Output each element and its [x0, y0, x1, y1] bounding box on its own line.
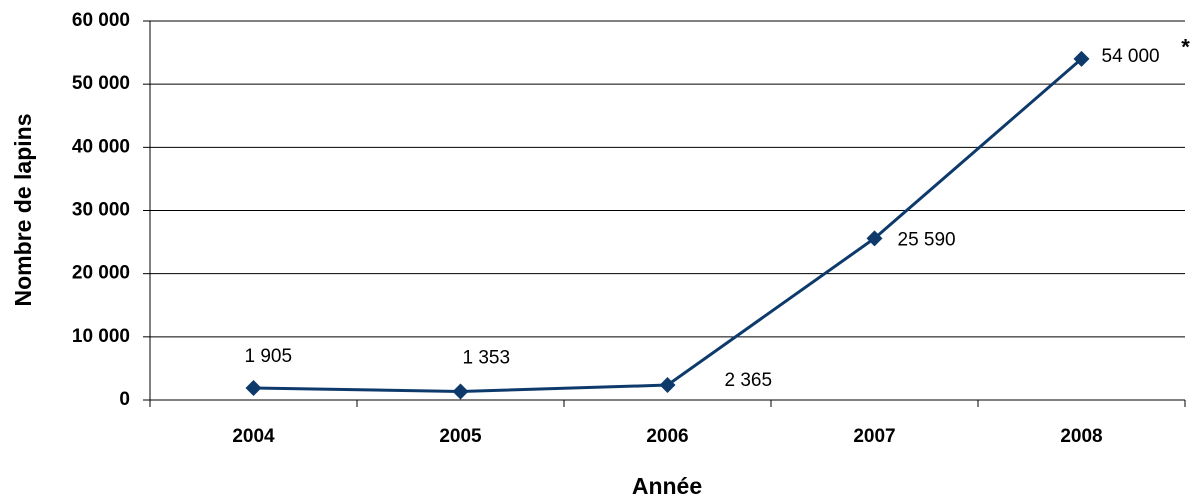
data-label: 25 590 — [898, 229, 956, 250]
x-tick-label: 2005 — [439, 426, 482, 447]
x-tick-label: 2007 — [853, 426, 895, 447]
annotation: * — [1181, 35, 1190, 60]
marker — [866, 230, 883, 247]
x-tick-label: 2006 — [646, 426, 688, 447]
data-label: 1 353 — [463, 347, 511, 368]
data-label: 54 000 — [1102, 46, 1160, 67]
marker — [659, 377, 676, 394]
marker — [452, 383, 469, 400]
y-axis-title: Nombre de lapins — [10, 114, 36, 307]
marker — [1073, 50, 1090, 67]
x-axis-title: Année — [632, 473, 702, 499]
marker — [245, 379, 262, 396]
data-label: 1 905 — [245, 346, 293, 367]
x-tick-label: 2008 — [1060, 426, 1102, 447]
line — [253, 57, 1083, 393]
data-label: 2 365 — [725, 370, 773, 391]
y-tick-label: 40 000 — [72, 136, 130, 157]
y-tick-label: 30 000 — [72, 200, 130, 221]
y-tick-label: 60 000 — [72, 10, 130, 31]
y-tick-label: 0 — [119, 389, 130, 410]
y-tick-label: 10 000 — [72, 326, 130, 347]
x-tick-label: 2004 — [232, 426, 275, 447]
y-tick-label: 20 000 — [72, 263, 130, 284]
y-tick-label: 50 000 — [72, 73, 130, 94]
